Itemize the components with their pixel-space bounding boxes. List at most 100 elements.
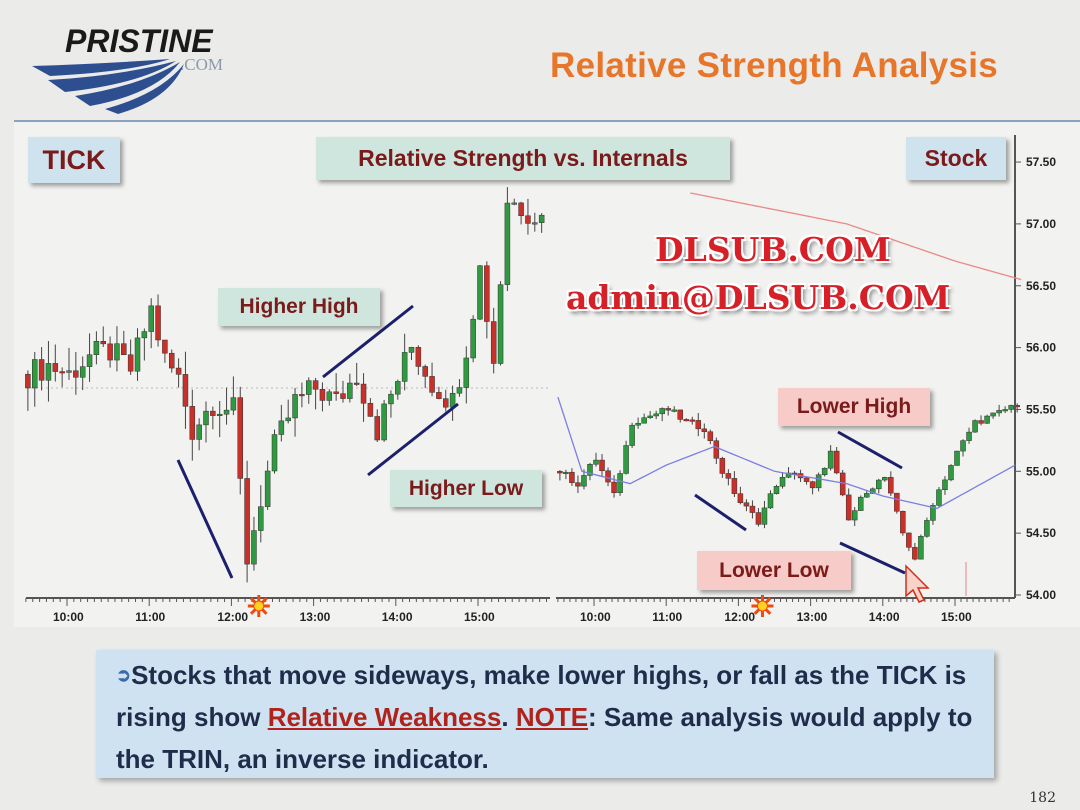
candle-up [45,363,52,381]
candle-up [79,366,86,378]
candle-up [851,510,858,521]
candle-down [182,374,189,407]
candle-up [456,387,463,394]
x-tick-label: 10:00 [53,610,84,624]
candle-down [422,366,428,377]
candle-down [210,410,216,416]
candle-up [408,347,415,353]
candle-up [593,459,599,465]
candle-up [278,420,285,435]
candle-up [942,479,948,490]
candle-up [395,381,401,395]
candle-down [244,478,250,565]
x-tick-label: 15:00 [941,610,972,624]
annotation-higher-high: Higher High [218,288,380,326]
candle-up [86,354,93,367]
candle-down [107,343,113,361]
candle-up [954,450,960,466]
blue-moving-average [557,396,1016,510]
candle-down [575,482,581,487]
svg-text:.COM: .COM [180,55,223,74]
candle-up [948,465,954,481]
candle-down [689,419,696,422]
svg-text:PRISTINE: PRISTINE [65,23,214,59]
sun-core [253,600,265,612]
candle-up [864,493,870,498]
candle-up [563,471,569,474]
candle-up [497,284,504,364]
candle-up [990,412,996,417]
stock-chart-label: Stock [906,137,1006,180]
y-tick-label: 56.00 [1026,341,1056,355]
annotation-higher-low: Higher Low [390,470,542,507]
candle-up [924,520,930,537]
candle-up [93,341,100,355]
y-tick-label: 54.50 [1026,526,1056,540]
candle-down [900,511,906,534]
y-tick-label: 55.00 [1026,464,1056,478]
y-tick-label: 57.00 [1026,217,1056,231]
candle-down [833,450,840,474]
candle-down [121,343,127,355]
candle-up [470,318,476,359]
y-tick-label: 55.50 [1026,402,1056,416]
candle-down [845,494,852,521]
candle-down [25,373,31,389]
candle-down [340,393,346,399]
x-tick-label: 11:00 [652,610,682,624]
candle-down [755,512,762,525]
candle-down [162,339,168,354]
slide-title: Relative Strength Analysis [550,46,999,85]
candle-up [230,397,237,411]
sun-icon [247,595,270,617]
candle-up [216,413,223,416]
candle-down [436,392,442,399]
y-tick-label: 56.50 [1026,279,1056,293]
x-tick-label: 13:00 [300,610,331,624]
candle-up [66,370,72,373]
candle-up [306,380,312,395]
candle-up [629,424,635,446]
candle-up [996,410,1002,414]
candle-down [299,394,305,397]
chart-panel [14,120,1080,627]
candle-up [936,489,942,506]
x-tick-label: 11:00 [135,610,165,624]
x-tick-label: 15:00 [464,610,495,624]
candle-down [100,341,106,345]
candle-up [857,496,864,511]
candle-up [918,536,924,560]
candle-down [415,347,422,367]
candle-down [175,367,182,375]
candle-down [367,402,374,417]
candle-up [653,413,659,417]
note-text-2: . [501,702,516,732]
candle-up [930,505,936,521]
candle-down [743,502,750,507]
red-moving-average [690,192,1022,281]
x-tick-label: 10:00 [580,610,611,624]
trendline [839,541,906,575]
candle-down [333,391,339,394]
candle-up [532,222,538,225]
candle-down [707,431,714,441]
x-tick-label: 14:00 [869,610,900,624]
note-emphasis-note: NOTE [515,702,589,732]
pristine-logo: PRISTINE .COM [32,23,223,114]
watermark-email: admin@DLSUB.COM [566,278,951,317]
candle-up [876,479,882,490]
trendline [367,402,459,477]
candle-up [779,477,786,487]
tick-chart: 10:00 11:00 12:00 13:00 14:00 15:00 [25,187,550,624]
bullet-icon: ➲ [116,665,132,685]
candle-down [719,458,726,474]
candle-up [617,473,623,493]
chart-heading: Relative Strength vs. Internals [316,137,730,180]
candle-down [525,215,531,224]
candle-down [484,265,490,322]
y-tick-label: 54.00 [1026,588,1056,602]
note-box: ➲Stocks that move sideways, make lower h… [96,650,994,778]
candle-up [821,467,828,476]
candle-down [683,419,689,422]
candle-up [326,391,333,401]
